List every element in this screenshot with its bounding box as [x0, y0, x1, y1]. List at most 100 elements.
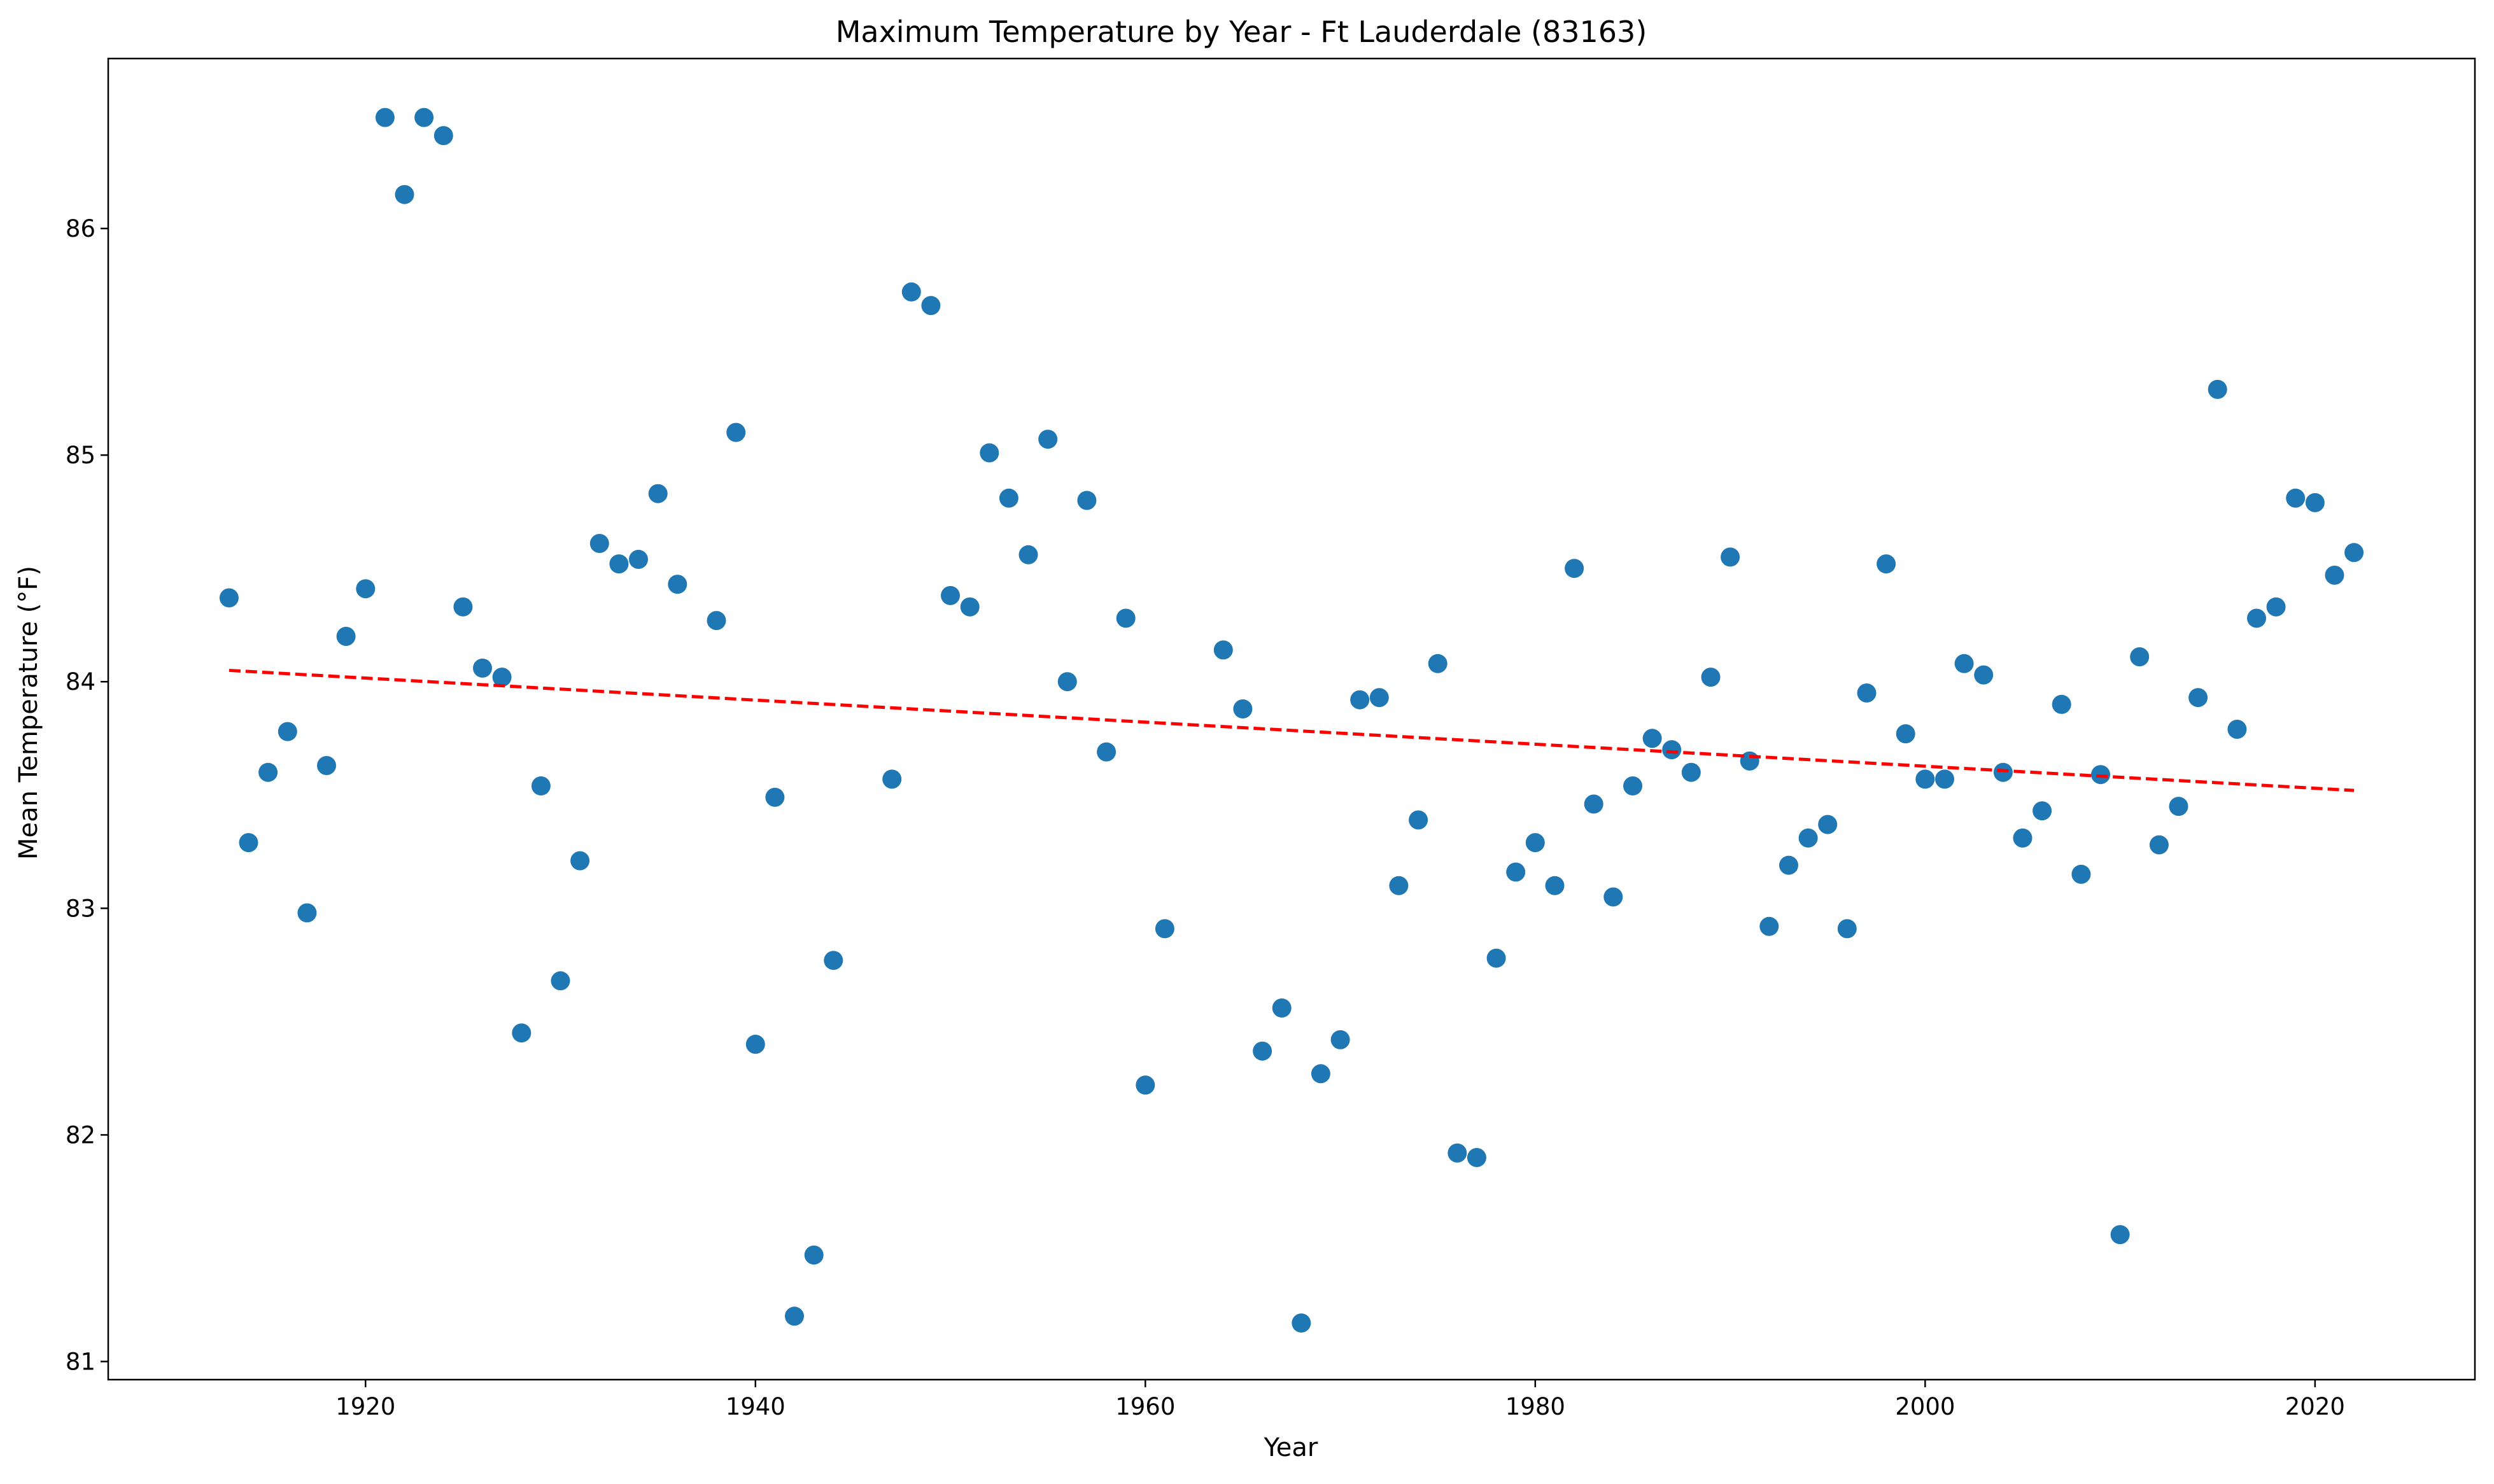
- data-point: [414, 108, 434, 127]
- data-point: [1077, 491, 1097, 510]
- x-axis-label: Year: [1264, 1433, 1318, 1462]
- data-point: [1877, 554, 1896, 574]
- data-point: [2286, 488, 2306, 508]
- data-point: [1369, 688, 1389, 708]
- data-point: [2169, 797, 2188, 816]
- x-tick-label: 2000: [1895, 1393, 1955, 1420]
- y-tick-label: 85: [66, 442, 95, 469]
- y-tick-label: 83: [66, 895, 95, 922]
- data-point: [395, 185, 414, 204]
- data-point: [297, 903, 317, 923]
- data-point: [1701, 668, 1721, 687]
- data-point: [278, 722, 297, 741]
- data-point: [1993, 762, 2013, 782]
- data-point: [960, 597, 980, 617]
- data-point: [745, 1035, 765, 1054]
- plot-area: [219, 108, 2364, 1333]
- data-point: [433, 126, 453, 146]
- data-point: [2052, 694, 2071, 714]
- x-tick-label: 1960: [1115, 1393, 1175, 1420]
- y-tick-label: 86: [66, 215, 95, 242]
- data-point: [2188, 688, 2208, 708]
- data-point: [219, 588, 239, 608]
- data-point: [941, 585, 960, 605]
- data-point: [785, 1306, 804, 1326]
- x-axis: 1920 1940 1960 1980 2000 2020: [335, 1380, 2345, 1420]
- data-point: [1116, 608, 1136, 628]
- data-point: [258, 762, 278, 782]
- data-point: [336, 627, 356, 646]
- data-point: [2149, 835, 2169, 855]
- data-point: [2344, 543, 2364, 563]
- data-point: [551, 971, 570, 991]
- data-point: [1292, 1313, 1311, 1333]
- data-point: [1409, 810, 1428, 830]
- data-point: [804, 1245, 824, 1265]
- data-point: [707, 611, 726, 631]
- data-point: [1486, 948, 1506, 968]
- data-point: [1506, 862, 1526, 882]
- trend-line: [229, 668, 2355, 792]
- data-point: [1954, 654, 1974, 673]
- data-point: [2247, 608, 2266, 628]
- data-point: [1311, 1064, 1330, 1084]
- data-point: [765, 787, 785, 807]
- data-point: [1779, 855, 1798, 875]
- x-tick-label: 2020: [2285, 1393, 2345, 1420]
- data-point: [1467, 1148, 1486, 1167]
- data-point: [2033, 801, 2052, 821]
- data-point: [2071, 864, 2091, 884]
- x-tick-label: 1940: [726, 1393, 786, 1420]
- data-point: [1018, 545, 1038, 564]
- data-point: [668, 575, 687, 594]
- x-tick-label: 1920: [335, 1393, 395, 1420]
- data-point: [1759, 916, 1779, 936]
- data-point: [2325, 565, 2344, 585]
- data-point: [2013, 828, 2033, 848]
- data-point: [824, 951, 843, 970]
- data-point: [1584, 794, 1603, 814]
- data-point: [239, 833, 258, 853]
- data-point: [1565, 559, 1584, 578]
- data-point: [1798, 828, 1818, 848]
- x-tick-label: 1980: [1505, 1393, 1565, 1420]
- data-point: [1974, 665, 1994, 685]
- data-point: [1721, 547, 1740, 567]
- data-point: [1448, 1143, 1467, 1163]
- plot-frame: [107, 57, 2476, 1381]
- data-point: [648, 484, 668, 503]
- data-point: [1233, 699, 1253, 718]
- y-axis-label: Mean Temperature (°F): [14, 566, 43, 860]
- data-point: [1428, 654, 1448, 673]
- data-point: [1213, 640, 1233, 660]
- data-point: [1389, 876, 1409, 895]
- data-point: [1603, 887, 1623, 907]
- data-point: [492, 668, 512, 687]
- data-point: [375, 108, 395, 127]
- data-point: [473, 658, 492, 678]
- data-point: [1623, 776, 1642, 795]
- data-point: [901, 282, 921, 302]
- data-point: [629, 550, 648, 569]
- data-point: [882, 769, 902, 789]
- y-axis: 81 82 83 84 85 86: [66, 215, 108, 1376]
- data-point: [1350, 690, 1370, 710]
- data-point: [1857, 683, 1877, 703]
- data-point: [1642, 729, 1662, 748]
- data-point: [1057, 672, 1077, 692]
- data-point: [531, 776, 551, 795]
- data-point: [317, 756, 336, 775]
- data-point: [921, 296, 941, 316]
- data-point: [2227, 720, 2247, 739]
- data-point: [1525, 833, 1545, 853]
- data-point: [2305, 493, 2325, 512]
- data-point: [1038, 430, 1058, 449]
- data-point: [1545, 876, 1565, 895]
- data-point: [1915, 769, 1935, 789]
- data-point: [2130, 647, 2150, 667]
- data-point: [1136, 1075, 1155, 1095]
- data-point: [1330, 1030, 1350, 1049]
- y-tick-label: 81: [66, 1348, 95, 1376]
